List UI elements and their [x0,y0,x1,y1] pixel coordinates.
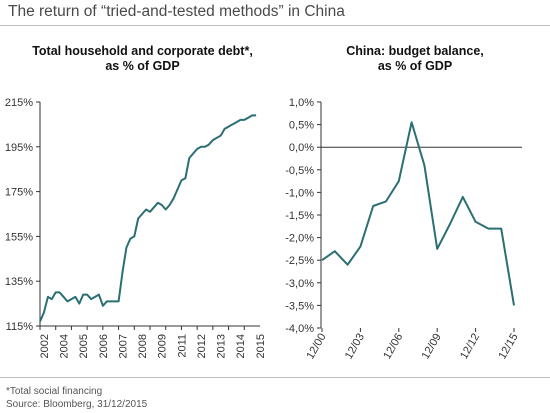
left-y-tick-label: 195% [5,142,33,154]
right-y-tick-label: -3,0% [285,278,314,290]
right-series-line [321,121,515,306]
right-x-tick-label: 12/00 [304,332,328,362]
right-chart-budget-balance: 1,0% 0,5% 0,0% -0,5% -1,0% -1,5% -2,0% -2,5% -3,… [285,97,522,361]
top-divider [0,25,550,26]
left-y-tick-label: 115% [6,321,34,333]
left-y-tick-label: 135% [5,276,33,288]
left-x-tick-label: 2009 [157,334,169,358]
right-y-tick-label: -4,0% [285,323,314,335]
right-x-tick-label: 12/12 [458,332,482,362]
left-x-tick-label: 2015 [255,334,267,358]
right-chart-title-line-2: as % of GDP [377,59,453,73]
left-y-tick-label: 175% [5,187,33,199]
right-y-tick-label: 1,0% [289,97,314,109]
left-x-tick-label: 2004 [58,334,70,358]
right-y-tick-label: -0,5% [285,165,314,177]
right-y-tick-label: 0,0% [289,142,314,154]
right-x-tick-label: 12/03 [343,332,367,362]
left-chart-title: Total household and corporate debt*, as … [20,44,265,74]
right-chart-title: China: budget balance, as % of GDP [300,44,530,74]
right-y-tick-label: -2,0% [285,233,314,245]
right-x-tick-label: 12/06 [381,332,405,362]
left-x-tick-label: 2012 [196,334,208,358]
right-y-tick-label: -1,0% [285,187,314,199]
right-x-tick-label: 12/15 [496,332,520,362]
right-y-tick-label: -3,5% [285,300,314,312]
left-chart-title-line-2: as % of GDP [105,59,180,73]
left-chart-title-line-1: Total household and corporate debt*, [32,44,253,58]
left-chart-debt: 115% 135% 155% 175% 195% 215% 2002 2004 2005 2006… [5,97,267,358]
footnote: *Total social financing [6,386,103,397]
left-x-tick-label: 2011 [176,334,188,358]
right-x-tick-label: 12/09 [420,332,444,362]
right-y-tick-label: 0,5% [289,120,314,132]
left-x-tick-label: 2002 [39,334,51,358]
source-note: Source: Bloomberg, 31/12/2015 [6,399,148,410]
left-x-tick-label: 2006 [98,334,110,358]
right-chart-title-line-1: China: budget balance, [346,44,484,58]
right-y-tick-label: -1,5% [285,210,314,222]
left-y-tick-label: 215% [5,97,33,109]
left-x-tick-label: 2005 [78,334,90,358]
left-y-tick-label: 155% [5,231,33,243]
left-x-tick-label: 2013 [216,334,228,358]
left-series-line [39,114,257,322]
right-y-tick-label: -2,5% [285,255,314,267]
left-x-tick-label: 2007 [117,334,129,358]
bottom-divider [0,377,550,378]
left-x-tick-label: 2014 [235,334,247,358]
page-title: The return of “tried-and-tested methods”… [8,3,345,20]
left-x-tick-label: 2008 [137,334,149,358]
